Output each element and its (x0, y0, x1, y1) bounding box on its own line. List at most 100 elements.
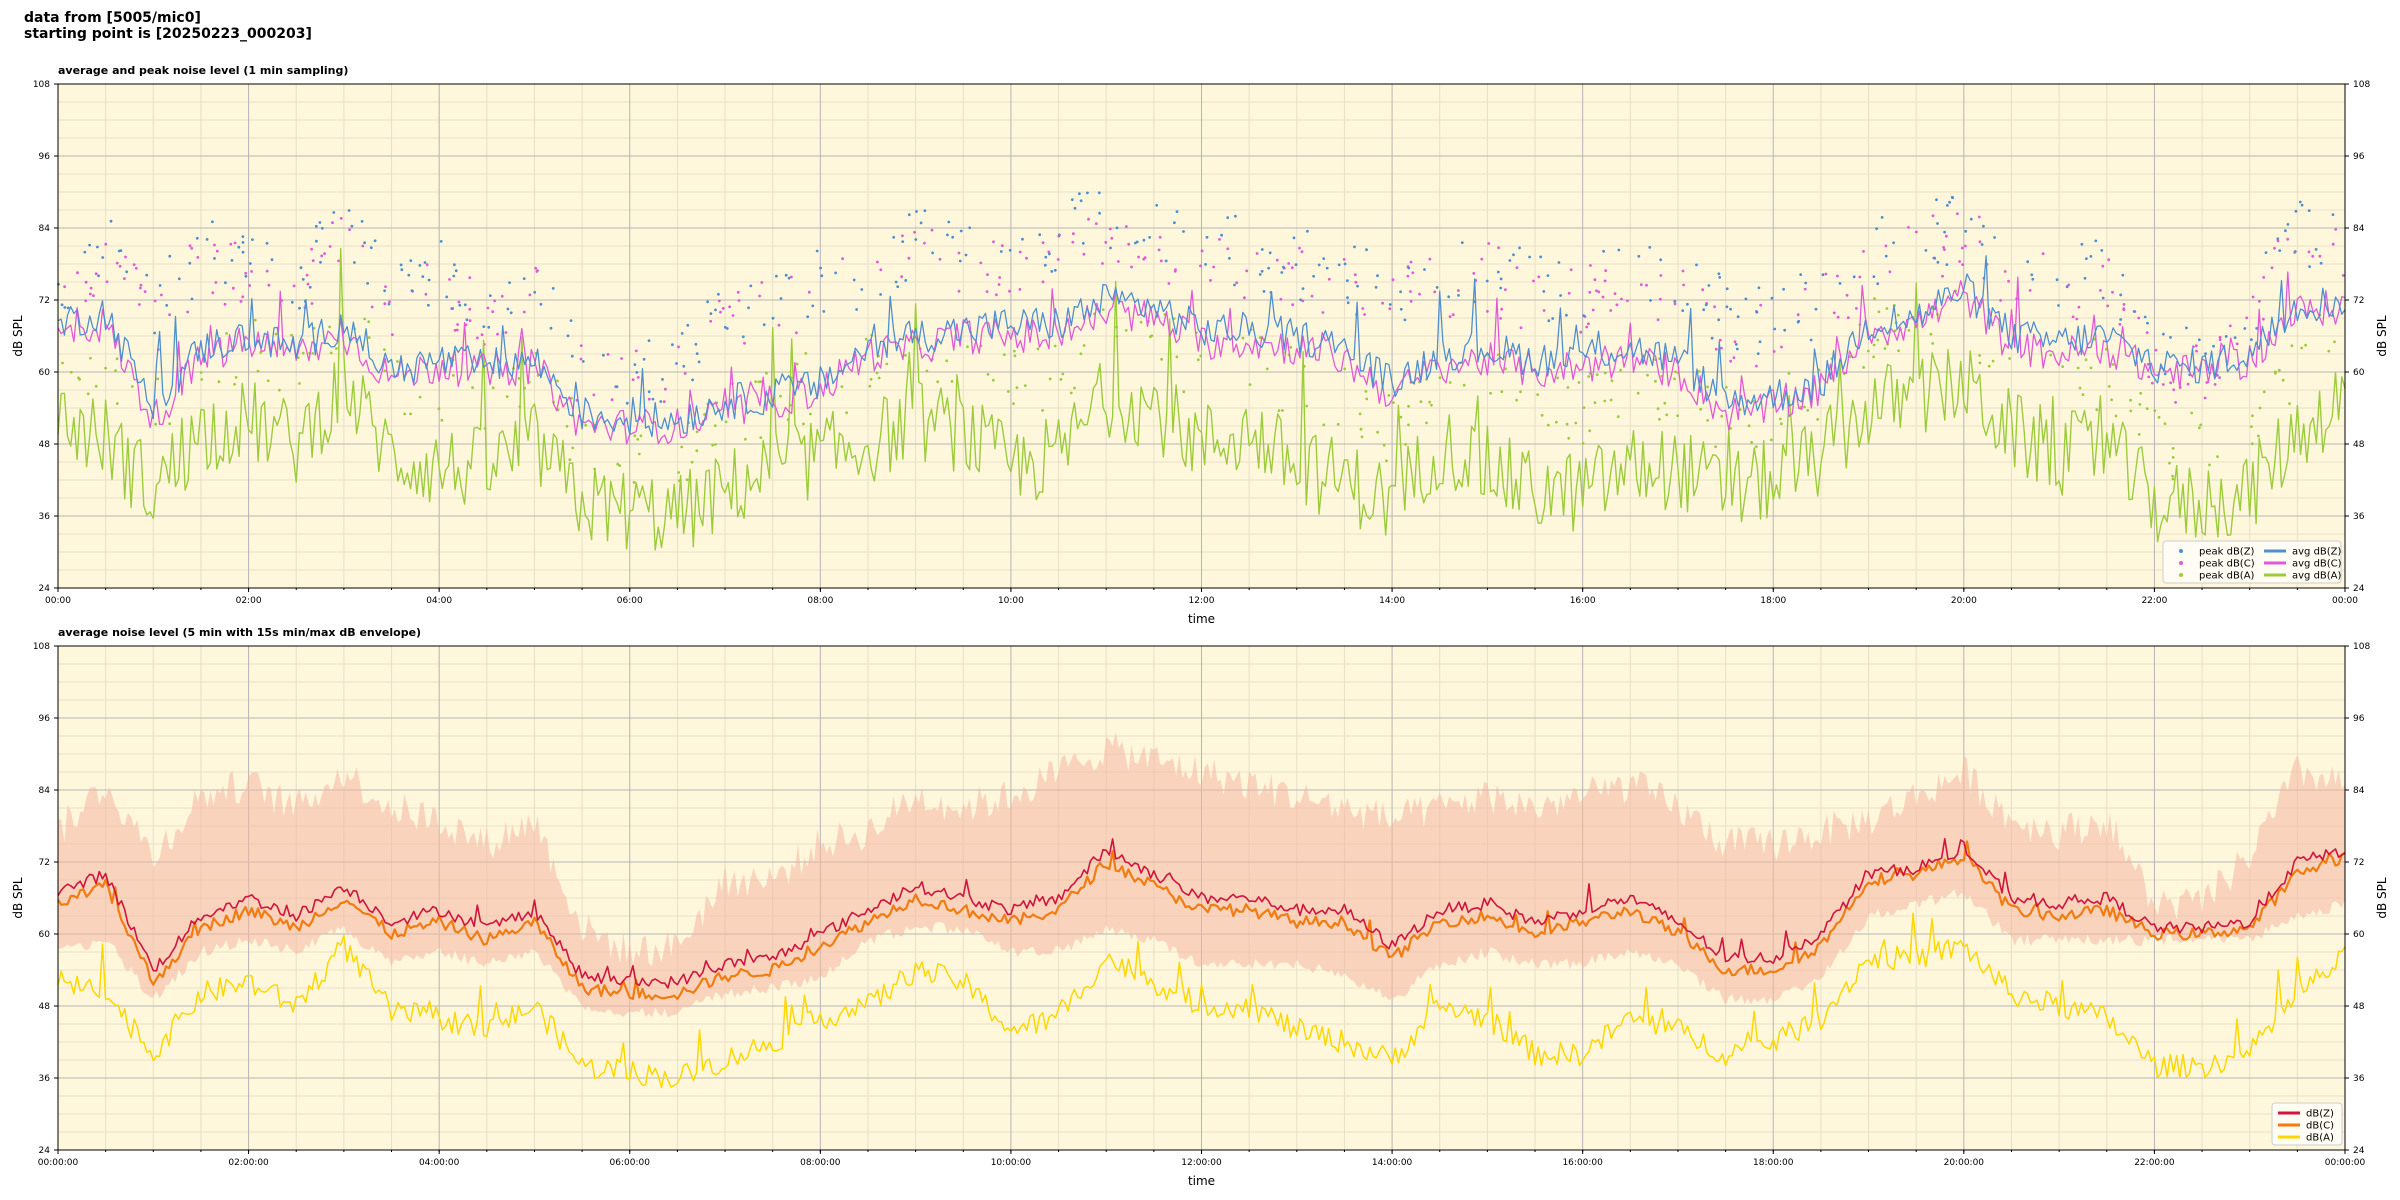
peak-c-point (2099, 289, 2102, 292)
peak-a-point (2114, 414, 2118, 418)
peak-c-point (1173, 269, 1177, 273)
peak-c-point (311, 259, 315, 262)
peak-c-point (231, 286, 235, 290)
peak-c-point (468, 276, 472, 280)
peak-c-point (1567, 291, 1571, 295)
peak-z-point (1115, 226, 1119, 230)
peak-z-point (633, 363, 637, 366)
peak-z-point (741, 335, 745, 339)
peak-c-point (305, 273, 309, 277)
y-tick-label-right: 36 (2353, 512, 2365, 522)
peak-z-point (2314, 248, 2318, 251)
peak-c-point (138, 303, 141, 306)
x-tick-label: 18:00:00 (1753, 1158, 1794, 1168)
peak-c-point (1117, 260, 1120, 263)
peak-z-point (241, 250, 245, 254)
peak-z-point (706, 300, 709, 304)
peak-z-point (1734, 343, 1738, 346)
peak-a-point (571, 446, 575, 450)
y-tick-label-right: 96 (2353, 152, 2365, 162)
peak-c-point (223, 302, 227, 306)
peak-a-point (690, 460, 694, 464)
peak-z-point (2212, 344, 2215, 348)
peak-c-point (1487, 242, 1491, 245)
peak-z-point (508, 281, 511, 284)
peak-c-point (1406, 274, 1410, 278)
peak-z-point (63, 306, 67, 309)
peak-c-point (2154, 348, 2158, 352)
peak-z-point (205, 238, 209, 241)
peak-z-point (168, 254, 172, 258)
peak-a-point (885, 362, 889, 366)
peak-z-point (779, 297, 783, 300)
peak-a-point (266, 379, 270, 383)
peak-z-point (418, 264, 422, 267)
peak-c-point (265, 269, 269, 273)
peak-z-point (1852, 275, 1856, 279)
peak-a-point (1907, 329, 1911, 332)
x-tick-label: 08:00 (807, 596, 833, 606)
peak-a-point (1646, 373, 1649, 377)
peak-c-point (1094, 222, 1098, 226)
peak-z-point (1637, 254, 1641, 258)
peak-c-point (631, 378, 635, 381)
peak-z-point (1799, 273, 1803, 276)
peak-z-point (749, 284, 753, 288)
peak-z-point (353, 261, 356, 264)
x-tick-label: 22:00 (2141, 596, 2167, 606)
peak-c-point (1977, 215, 1981, 219)
peak-z-point (1948, 200, 1951, 204)
peak-a-point (1729, 427, 1732, 430)
peak-z-point (1220, 233, 1223, 237)
peak-z-point (2284, 229, 2287, 233)
peak-c-point (1409, 299, 1413, 303)
peak-z-point (2185, 326, 2188, 330)
peak-z-point (1945, 263, 1949, 266)
peak-z-point (452, 274, 456, 278)
peak-z-point (1933, 256, 1937, 260)
peak-a-point (616, 462, 620, 466)
peak-c-point (592, 393, 596, 397)
y-tick-label-left: 24 (39, 1146, 51, 1156)
peak-c-point (1681, 269, 1685, 273)
peak-a-point (1438, 376, 1442, 380)
peak-z-point (1736, 315, 1740, 319)
peak-c-point (1519, 326, 1523, 330)
peak-c-point (1388, 307, 1392, 311)
peak-a-point (363, 317, 367, 321)
peak-z-point (2298, 200, 2302, 204)
peak-a-point (2089, 366, 2093, 370)
peak-c-point (1200, 249, 1204, 253)
peak-c-point (1486, 310, 1489, 313)
peak-a-point (2199, 423, 2203, 427)
peak-a-point (298, 382, 301, 385)
peak-a-point (2008, 357, 2011, 360)
peak-c-point (94, 272, 98, 276)
peak-c-point (229, 242, 233, 246)
peak-a-point (1013, 349, 1016, 353)
peak-z-point (915, 210, 918, 213)
envelope-area (58, 732, 2345, 1018)
peak-c-point (468, 307, 472, 311)
x-tick-label: 04:00 (426, 596, 452, 606)
peak-z-point (270, 258, 274, 262)
peak-c-point (1542, 309, 1546, 312)
peak-a-point (1883, 347, 1887, 350)
y-tick-label-left: 24 (39, 584, 51, 594)
peak-z-point (2119, 318, 2123, 321)
peak-a-point (991, 378, 995, 382)
y-tick-label-left: 84 (39, 224, 51, 234)
peak-a-point (156, 377, 160, 381)
peak-z-point (458, 303, 462, 307)
peak-z-point (1021, 237, 1024, 241)
peak-c-point (134, 266, 138, 270)
peak-z-point (1809, 338, 1813, 342)
peak-a-point (711, 443, 715, 447)
peak-z-point (2031, 277, 2035, 281)
peak-z-point (1325, 266, 1329, 270)
peak-z-point (213, 257, 216, 260)
peak-c-point (2077, 305, 2081, 309)
peak-c-point (1243, 296, 1246, 300)
peak-a-point (1073, 386, 1076, 390)
peak-z-point (907, 213, 911, 217)
